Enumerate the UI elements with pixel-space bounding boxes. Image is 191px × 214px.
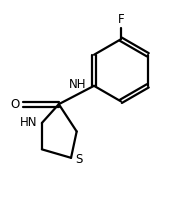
Text: F: F (118, 13, 124, 27)
Text: NH: NH (69, 78, 86, 91)
Text: O: O (11, 98, 20, 111)
Text: HN: HN (20, 116, 37, 129)
Text: S: S (76, 153, 83, 166)
